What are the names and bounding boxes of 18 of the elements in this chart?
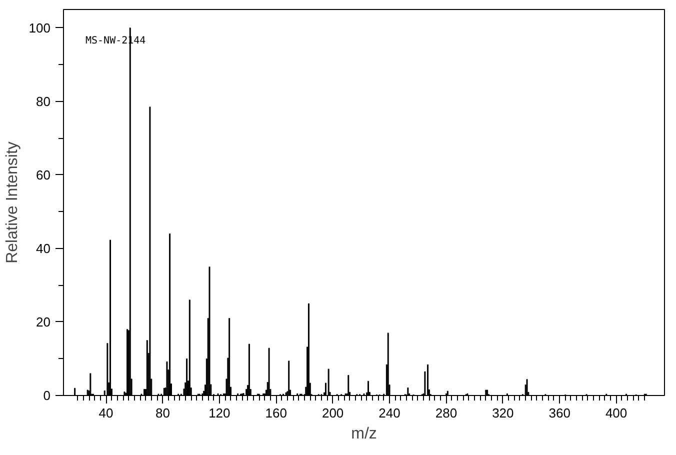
x-tick-label: 400: [605, 406, 628, 420]
x-tick-label: 240: [378, 406, 400, 420]
y-tick-label: 40: [36, 240, 51, 256]
x-tick-label: 200: [322, 406, 344, 420]
x-tick-label: 320: [492, 406, 514, 420]
x-tick-label: 160: [265, 406, 287, 420]
y-tick-label: 60: [36, 167, 51, 182]
x-tick-label: 40: [98, 406, 114, 420]
y-tick-label: 80: [36, 94, 51, 109]
x-tick-label: 120: [208, 406, 230, 420]
y-tick-label: 100: [28, 20, 51, 36]
y-axis-title: Relative Intensity: [4, 142, 21, 264]
x-tick-label: 360: [548, 406, 570, 420]
x-tick-label: 280: [435, 406, 458, 420]
x-axis-title: m/z: [351, 426, 377, 442]
y-tick-label: 20: [36, 314, 51, 330]
x-tick-label: 80: [155, 406, 170, 420]
y-tick-label: 0: [43, 388, 51, 403]
